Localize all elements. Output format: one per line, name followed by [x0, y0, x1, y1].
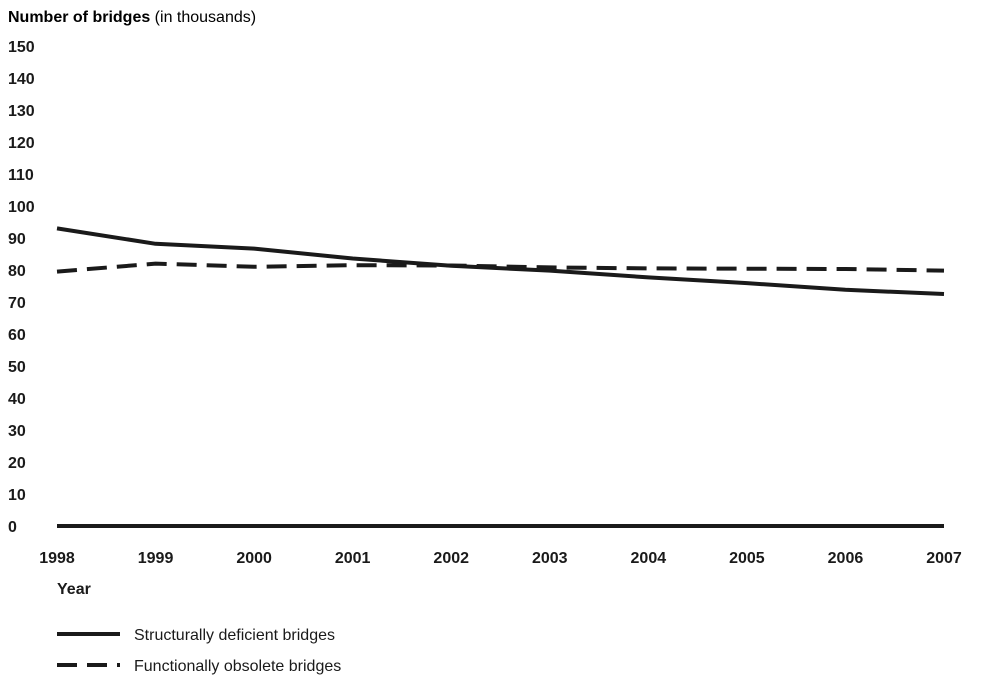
series-line-functionally-obsolete — [56, 261, 945, 274]
x-tick-labels: 1998 1999 2000 2001 2002 2003 2004 2005 2006 2007 — [39, 550, 962, 567]
y-tick-label: 50 — [8, 359, 26, 376]
x-tick-label: 1998 — [39, 550, 75, 567]
x-tick-label: 2002 — [433, 550, 469, 567]
y-axis-title: Number of bridges (in thousands) — [8, 9, 256, 26]
legend-item-functionally-obsolete: Functionally obsolete bridges — [57, 658, 341, 675]
series-lines — [56, 226, 945, 296]
y-tick-label: 30 — [8, 423, 26, 440]
y-tick-label: 120 — [8, 135, 35, 152]
y-tick-label: 60 — [8, 327, 26, 344]
y-tick-labels: 0 10 20 30 40 50 60 70 80 90 100 110 120 130 140 150 — [8, 39, 35, 536]
y-axis-title-main: Number of bridges — [8, 9, 150, 26]
y-tick-label: 70 — [8, 295, 26, 312]
series-line-structurally-deficient — [56, 226, 945, 296]
legend-item-structurally-deficient: Structurally deficient bridges — [57, 627, 335, 644]
x-tick-label: 2003 — [532, 550, 568, 567]
legend-label-functionally-obsolete: Functionally obsolete bridges — [134, 658, 341, 675]
x-tick-label: 1999 — [138, 550, 174, 567]
y-axis-title-unit: (in thousands) — [150, 9, 256, 26]
legend-label-structurally-deficient: Structurally deficient bridges — [134, 627, 335, 644]
y-tick-label: 20 — [8, 455, 26, 472]
legend: Structurally deficient bridges Functiona… — [57, 627, 341, 675]
y-tick-label: 110 — [8, 167, 34, 184]
y-tick-label: 150 — [8, 39, 35, 56]
x-tick-label: 2005 — [729, 550, 765, 567]
y-tick-label: 0 — [8, 519, 17, 536]
y-tick-label: 40 — [8, 391, 26, 408]
y-tick-label: 90 — [8, 231, 26, 248]
x-tick-label: 2000 — [236, 550, 272, 567]
y-tick-label: 80 — [8, 263, 26, 280]
x-tick-label: 2001 — [335, 550, 371, 567]
y-tick-label: 100 — [8, 199, 35, 216]
x-tick-label: 2007 — [926, 550, 962, 567]
y-tick-label: 140 — [8, 71, 35, 88]
x-tick-label: 2006 — [828, 550, 864, 567]
x-axis-title: Year — [57, 581, 91, 598]
y-tick-label: 130 — [8, 103, 35, 120]
x-tick-label: 2004 — [631, 550, 667, 567]
y-tick-label: 10 — [8, 487, 26, 504]
